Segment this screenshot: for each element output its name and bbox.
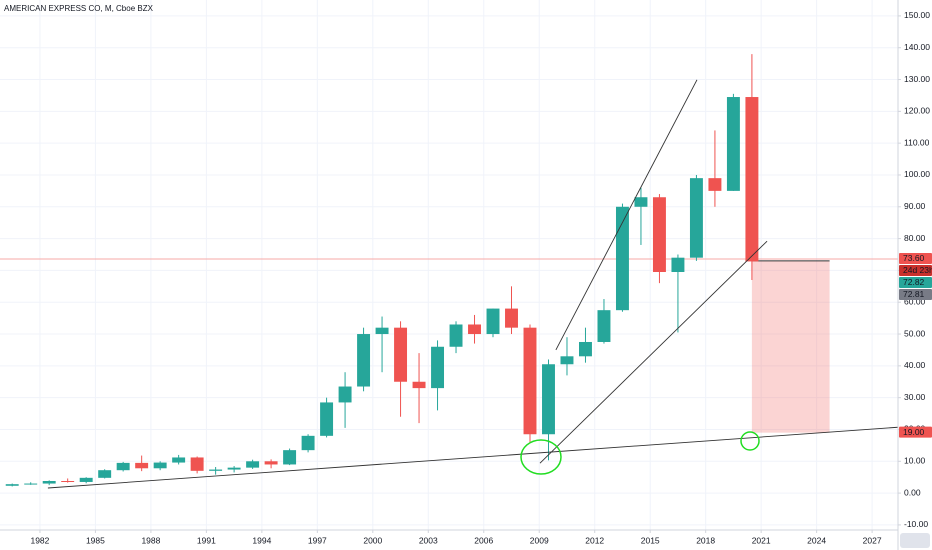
y-tick-label: 90.00 <box>904 201 926 211</box>
countdown-tag: 24d 23h <box>903 265 932 275</box>
y-tick-label: 60.00 <box>904 296 926 306</box>
price-tag: 72.81 <box>903 289 925 299</box>
candle-body <box>283 450 297 465</box>
candle-body <box>61 481 75 483</box>
y-tick-label: 140.00 <box>904 42 930 52</box>
y-tick-label: 10.00 <box>904 456 926 466</box>
candle-body <box>579 341 592 357</box>
candle-body <box>689 178 703 258</box>
candle-body <box>153 462 167 469</box>
candle-body <box>98 470 112 478</box>
price-tag-bg <box>899 252 932 264</box>
candle-body <box>79 477 93 482</box>
logo <box>900 533 930 548</box>
x-tick-label: 1997 <box>308 535 327 545</box>
x-tick-label: 2027 <box>863 535 882 545</box>
y-tick-label: -10.00 <box>904 519 928 529</box>
candle-body <box>264 461 278 465</box>
candle-body <box>338 386 352 403</box>
candle-body <box>431 346 445 389</box>
candle-body <box>745 97 759 262</box>
candle-body <box>190 457 204 471</box>
candle-body <box>505 308 518 328</box>
candle-body <box>634 197 648 207</box>
x-tick-label: 1985 <box>86 535 105 545</box>
y-tick-label: 80.00 <box>904 233 926 243</box>
y-tick-label: 40.00 <box>904 360 926 370</box>
candle-body <box>652 197 666 272</box>
candle-body <box>116 462 130 471</box>
candle-body <box>301 435 315 451</box>
candle-body <box>227 467 241 470</box>
candle-body <box>172 457 186 463</box>
x-tick-label: 2021 <box>752 535 771 545</box>
candle-body <box>560 356 574 365</box>
x-tick-label: 1991 <box>197 535 216 545</box>
candle-body <box>671 257 685 272</box>
candle-body <box>708 178 722 191</box>
x-tick-label: 2003 <box>419 535 438 545</box>
price-tag: 72.82 <box>903 277 925 287</box>
y-tick-label: 0.00 <box>904 487 921 497</box>
countdown-tag-bg <box>899 264 932 276</box>
candle-body <box>5 484 19 486</box>
candle-body <box>542 364 555 435</box>
y-tick-label: 130.00 <box>904 74 930 84</box>
candle-body <box>412 381 426 389</box>
price-tag: 19.00 <box>903 427 925 437</box>
x-tick-label: 1988 <box>141 535 160 545</box>
axes: -10.000.0010.0020.0030.0040.0050.0060.00… <box>30 10 932 545</box>
x-tick-label: 2015 <box>641 535 660 545</box>
x-tick-label: 2018 <box>696 535 715 545</box>
trendlines <box>47 79 899 489</box>
candle-body <box>597 310 611 342</box>
x-tick-label: 2000 <box>363 535 382 545</box>
y-tick-label: 120.00 <box>904 106 930 116</box>
highlight-circle <box>520 439 562 475</box>
price-tag: 73.60 <box>903 253 925 263</box>
chart-title: AMERICAN EXPRESS CO, M, Cboe BZX <box>4 4 154 13</box>
x-tick-label: 2012 <box>585 535 604 545</box>
candle-body <box>486 308 500 335</box>
y-tick-label: 110.00 <box>904 137 930 147</box>
candle-body <box>42 481 56 484</box>
candle-body <box>320 402 334 436</box>
candle-body <box>24 483 38 485</box>
candle-body <box>246 461 260 468</box>
candle-body <box>135 462 149 469</box>
candle-body <box>209 469 223 471</box>
range-box <box>751 260 830 433</box>
candle-body <box>375 327 389 335</box>
price-tag-bg <box>899 276 932 288</box>
y-tick-label: 150.00 <box>904 10 930 20</box>
y-tick-label: 100.00 <box>904 169 930 179</box>
candle-body <box>449 324 463 347</box>
trendline <box>539 240 768 464</box>
trendline <box>555 79 698 351</box>
x-tick-label: 2024 <box>807 535 826 545</box>
candle-body <box>726 97 740 191</box>
price-tag-bg <box>899 288 932 300</box>
candle-body <box>615 206 629 311</box>
x-tick-label: 2006 <box>474 535 493 545</box>
y-tick-label: 50.00 <box>904 328 926 338</box>
price-tag-bg <box>899 426 932 438</box>
trendline <box>47 426 899 489</box>
candle-body <box>468 324 481 335</box>
candle-body <box>523 327 537 435</box>
highlight-circle <box>740 431 760 451</box>
candle-body <box>357 334 371 387</box>
candle-body <box>394 327 408 382</box>
y-tick-label: 30.00 <box>904 392 926 402</box>
candles <box>5 54 759 487</box>
x-tick-label: 2009 <box>530 535 549 545</box>
x-tick-label: 1994 <box>252 535 271 545</box>
x-tick-label: 1982 <box>30 535 49 545</box>
